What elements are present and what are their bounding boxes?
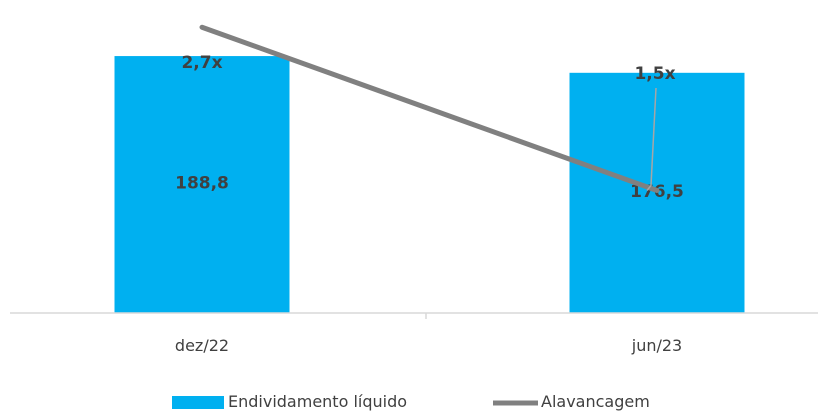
alavancagem-line [199,24,660,194]
alavancagem-label: 1,5x [634,64,675,84]
legend-label-endividamento: Endividamento líquido [228,392,407,411]
legend-swatch-endividamento [172,396,224,409]
alavancagem-label-leader [646,87,657,191]
x-tick-label: jun/23 [631,336,682,355]
bar-value-label: 188,8 [175,174,229,194]
legend: Endividamento líquido Alavancagem [172,392,650,411]
x-tick-labels: dez/22 jun/23 [175,336,682,355]
legend-label-alavancagem: Alavancagem [541,392,650,411]
x-tick-label: dez/22 [175,336,229,355]
line-layer: 2,7x 1,5x [181,24,676,194]
bar-dez-22 [114,56,290,314]
alavancagem-label: 2,7x [181,53,222,73]
bars-layer: 188,8 176,5 [114,56,745,314]
